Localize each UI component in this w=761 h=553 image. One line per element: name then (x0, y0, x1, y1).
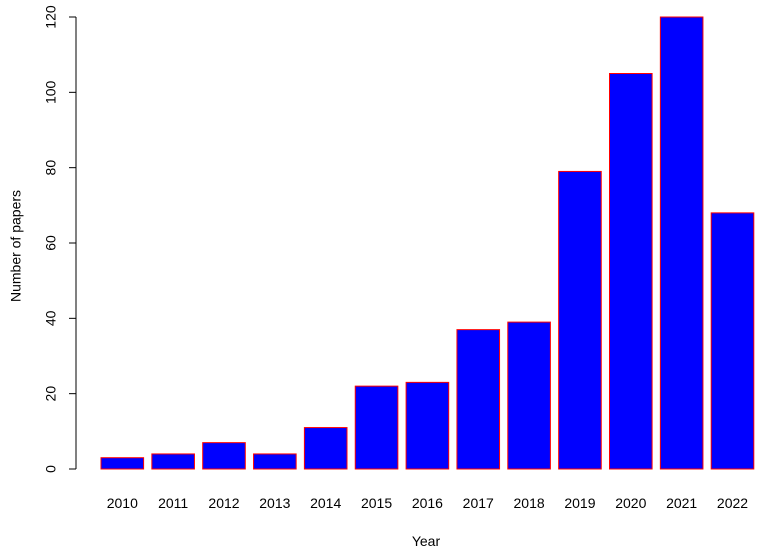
x-tick-label: 2020 (615, 495, 646, 511)
y-tick-label: 20 (43, 386, 59, 402)
x-tick-label: 2019 (564, 495, 595, 511)
x-tick-label: 2014 (310, 495, 341, 511)
x-axis-labels: 2010 2011 2012 2013 2014 2015 2016 2017 2018 2019… (107, 495, 749, 511)
y-tick-label: 120 (43, 5, 59, 29)
y-tick-label: 100 (43, 80, 59, 104)
bar (405, 381, 450, 470)
bar (151, 453, 195, 470)
bar (710, 212, 755, 470)
bar (100, 457, 145, 470)
y-tick-label: 60 (43, 235, 59, 251)
bar (202, 442, 246, 470)
x-tick-label: 2022 (717, 495, 748, 511)
x-tick-label: 2018 (514, 495, 545, 511)
bar (253, 453, 297, 470)
x-tick-label: 2021 (666, 495, 697, 511)
bar (659, 16, 704, 470)
bar (507, 321, 551, 470)
y-tick-label: 40 (43, 310, 59, 326)
bar (609, 73, 653, 470)
y-axis-title: Number of papers (8, 190, 24, 302)
x-axis-title: Year (412, 533, 441, 549)
y-tick-label: 0 (43, 465, 59, 473)
bar (558, 170, 602, 470)
x-tick-label: 2013 (259, 495, 290, 511)
bar (354, 385, 399, 470)
y-axis: 0 20 40 60 80 100 120 (43, 5, 77, 473)
bar (456, 329, 501, 470)
x-tick-label: 2016 (412, 495, 443, 511)
x-tick-label: 2015 (361, 495, 392, 511)
bar (303, 427, 348, 470)
x-tick-label: 2010 (107, 495, 138, 511)
x-tick-label: 2017 (463, 495, 494, 511)
y-tick-label: 80 (43, 160, 59, 176)
x-tick-label: 2012 (208, 495, 239, 511)
x-tick-label: 2011 (158, 495, 188, 511)
bars-group (100, 16, 755, 470)
